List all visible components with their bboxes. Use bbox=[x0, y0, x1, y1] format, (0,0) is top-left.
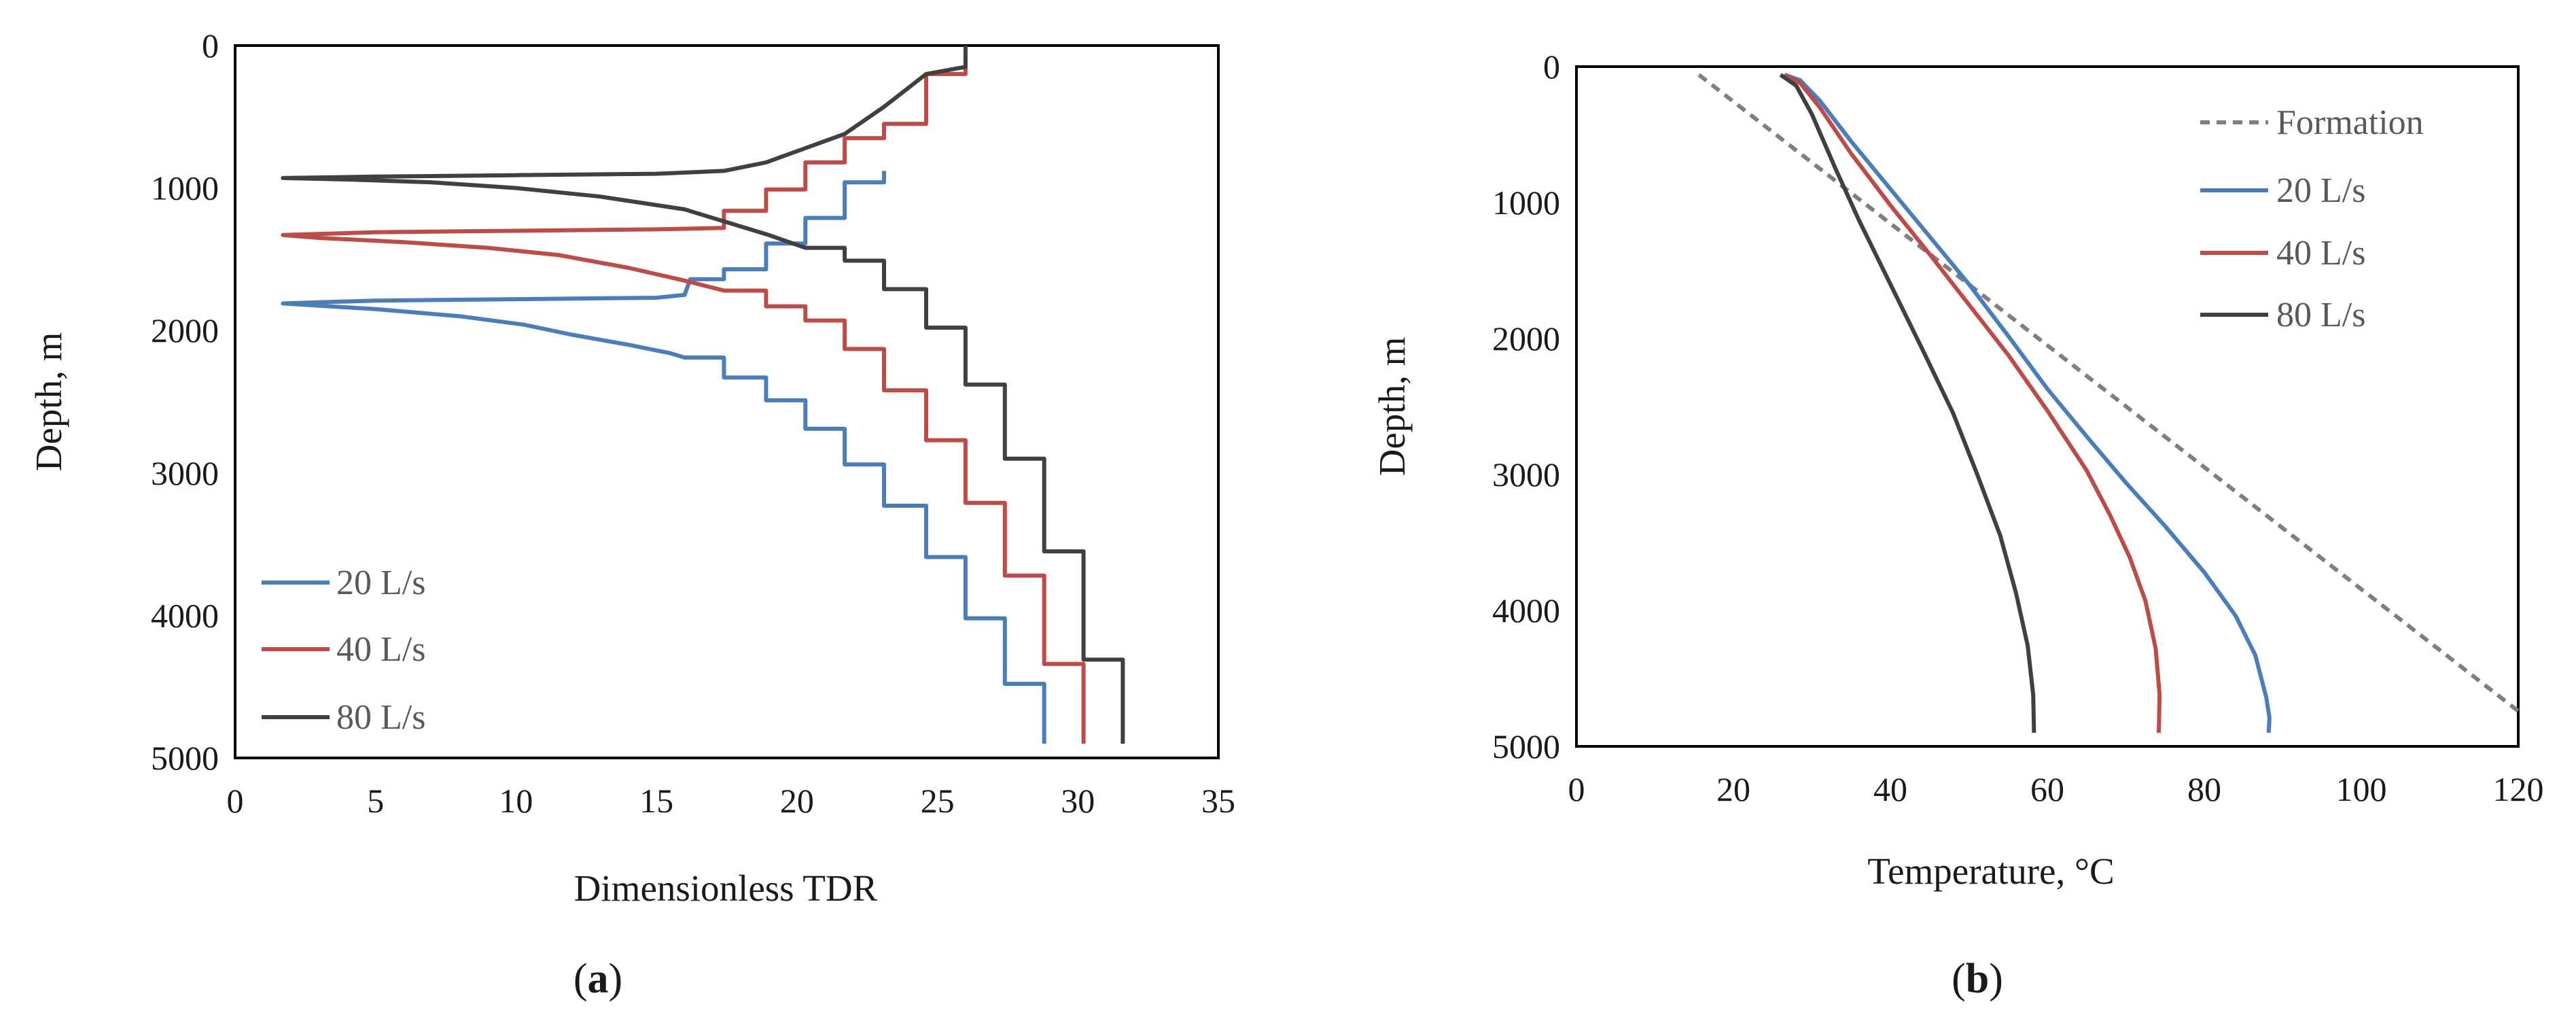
y-tick-label-b: 0 bbox=[1543, 48, 1560, 86]
legend-b: Formation 20 L/s 40 L/s 80 L/s bbox=[2200, 103, 2424, 334]
x-tick-label-b: 20 bbox=[1716, 770, 1750, 808]
x-tick-label-a: 20 bbox=[780, 782, 814, 820]
legend-label-40-a: 40 L/s bbox=[336, 630, 425, 669]
y-tick-label-a: 4000 bbox=[151, 596, 219, 634]
x-tick-label-a: 30 bbox=[1061, 782, 1095, 820]
panel-b: Depth, m Temperature, °C 010002000300040… bbox=[1371, 48, 2544, 1002]
x-tick-label-a: 10 bbox=[499, 782, 533, 820]
x-tick-label-b: 100 bbox=[2336, 770, 2387, 808]
series-line-40-l-s-b bbox=[1783, 73, 2162, 733]
x-axis-label-a: Dimensionless TDR bbox=[574, 867, 878, 909]
x-tick-label-b: 40 bbox=[1873, 770, 1907, 808]
legend-label-20-b: 20 L/s bbox=[2276, 171, 2365, 210]
x-tick-label-b: 80 bbox=[2187, 770, 2221, 808]
y-tick-label-b: 3000 bbox=[1492, 455, 1560, 494]
x-tick-label-b: 120 bbox=[2493, 770, 2544, 808]
svg-text:(b): (b) bbox=[1952, 956, 2003, 1002]
caption-a-open: ( bbox=[574, 956, 588, 1002]
x-tick-label-a: 0 bbox=[227, 782, 244, 820]
plot-area-a bbox=[234, 44, 1220, 759]
svg-text:(a): (a) bbox=[574, 956, 622, 1002]
series-line-80-l-s-a bbox=[281, 46, 1125, 744]
caption-a: (a) bbox=[574, 956, 622, 1002]
y-axis-label-b: Depth, m bbox=[1371, 337, 1413, 477]
x-tick-label-a: 35 bbox=[1201, 782, 1235, 820]
y-tick-label-a: 3000 bbox=[151, 454, 219, 492]
y-axis-label-a: Depth, m bbox=[28, 332, 69, 472]
y-tick-label-a: 2000 bbox=[151, 311, 219, 349]
x-tick-label-a: 15 bbox=[639, 782, 673, 820]
series-line-80-l-s-b bbox=[1779, 73, 2036, 733]
legend-label-formation-b: Formation bbox=[2276, 103, 2424, 142]
x-tick-label-a: 25 bbox=[921, 782, 955, 820]
series-line-20-l-s-b bbox=[1784, 73, 2272, 733]
y-tick-label-a: 0 bbox=[202, 27, 219, 65]
legend-a: 20 L/s 40 L/s 80 L/s bbox=[262, 564, 425, 737]
series-line-40-l-s-a bbox=[281, 60, 1086, 744]
y-tick-label-b: 2000 bbox=[1492, 319, 1560, 358]
plot-area-b bbox=[1575, 65, 2520, 748]
caption-a-letter: a bbox=[588, 956, 609, 1002]
caption-b: (b) bbox=[1952, 956, 2003, 1002]
caption-b-letter: b bbox=[1966, 956, 1989, 1002]
x-tick-label-a: 5 bbox=[367, 782, 384, 820]
y-tick-label-a: 5000 bbox=[151, 739, 219, 777]
series-line-20-l-s-a bbox=[281, 171, 1046, 744]
caption-a-close: ) bbox=[609, 956, 623, 1002]
panel-a: Depth, m Dimensionless TDR 0 1000 2000 3000… bbox=[28, 27, 1235, 1002]
y-tick-label-b: 1000 bbox=[1492, 184, 1560, 222]
x-tick-label-b: 60 bbox=[2030, 770, 2064, 808]
x-tick-label-b: 0 bbox=[1568, 770, 1585, 808]
caption-b-close: ) bbox=[1989, 956, 2003, 1002]
legend-label-80-b: 80 L/s bbox=[2276, 296, 2365, 334]
y-tick-label-a: 1000 bbox=[151, 169, 219, 207]
legend-label-80-a: 80 L/s bbox=[336, 698, 425, 737]
legend-label-40-b: 40 L/s bbox=[2276, 234, 2365, 273]
y-tick-label-b: 5000 bbox=[1492, 727, 1560, 765]
y-tick-label-b: 4000 bbox=[1492, 591, 1560, 629]
caption-b-open: ( bbox=[1952, 956, 1966, 1002]
legend-label-20-a: 20 L/s bbox=[336, 564, 425, 602]
series-line-formation-b bbox=[1697, 73, 2520, 713]
x-axis-label-b: Temperature, °C bbox=[1867, 850, 2114, 892]
